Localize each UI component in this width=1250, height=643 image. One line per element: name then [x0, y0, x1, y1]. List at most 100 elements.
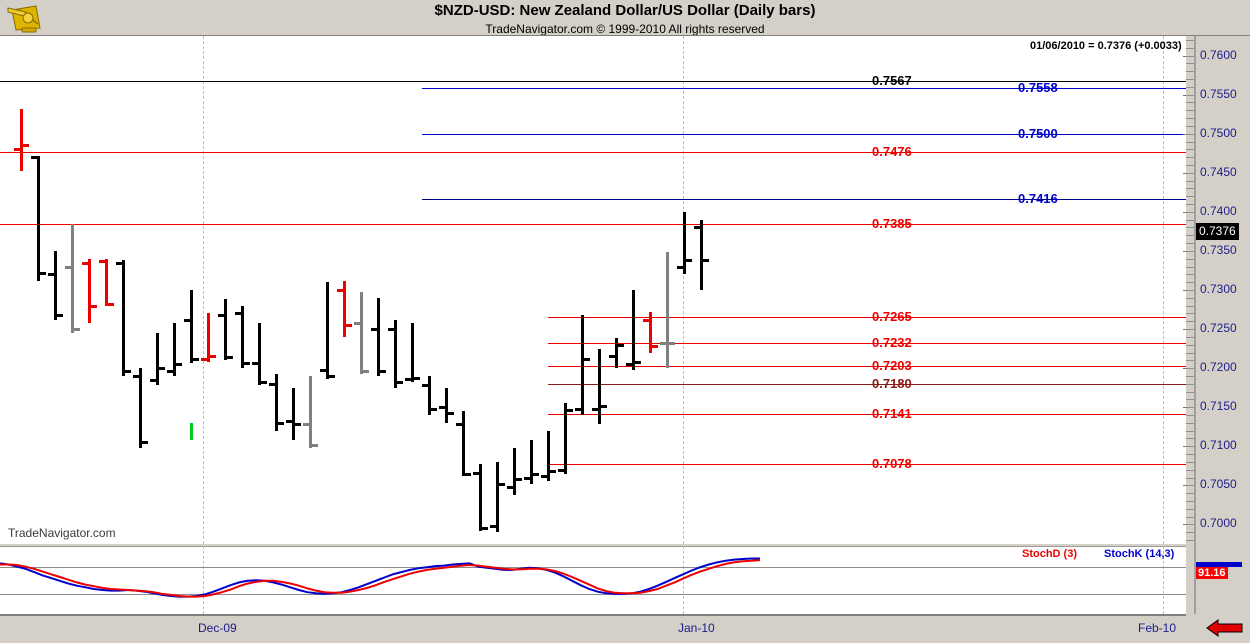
ohlc-bar[interactable] — [309, 375, 312, 448]
ohlc-bar[interactable] — [54, 250, 57, 320]
price-level-label: 0.7476 — [872, 144, 912, 160]
price-axis-minor-tick — [1186, 282, 1194, 283]
ohlc-bar[interactable] — [666, 252, 669, 369]
price-axis-minor-tick — [1186, 392, 1194, 393]
price-axis-minor-tick — [1186, 267, 1194, 268]
ohlc-bar[interactable] — [275, 374, 278, 431]
ohlc-open-tick — [490, 525, 496, 529]
price-chart-pane[interactable] — [0, 36, 1186, 544]
ohlc-bar[interactable] — [224, 299, 227, 361]
ohlc-close-tick — [74, 328, 80, 332]
month-gridline — [683, 36, 684, 544]
price-axis-minor-tick — [1186, 446, 1194, 447]
ohlc-open-tick — [507, 485, 513, 489]
price-level-line[interactable] — [422, 88, 1186, 89]
ohlc-bar[interactable] — [530, 440, 533, 484]
ohlc-bar[interactable] — [411, 322, 414, 383]
ohlc-bar[interactable] — [615, 338, 618, 369]
price-level-line[interactable] — [422, 199, 1186, 200]
ohlc-bar[interactable] — [513, 447, 516, 495]
price-axis-minor-tick — [1186, 407, 1194, 408]
ohlc-bar[interactable] — [258, 322, 261, 386]
ohlc-bar[interactable] — [88, 258, 91, 323]
ohlc-close-tick — [346, 324, 352, 328]
stochastic-current-value: 91.16 — [1196, 567, 1228, 579]
ohlc-bar[interactable] — [122, 260, 125, 376]
ohlc-open-tick — [184, 318, 190, 322]
price-level-line[interactable] — [0, 224, 1186, 225]
ohlc-bar[interactable] — [649, 311, 652, 353]
ohlc-bar[interactable] — [445, 387, 448, 423]
price-axis-minor-tick — [1186, 196, 1194, 197]
ohlc-bar[interactable] — [343, 280, 346, 337]
ohlc-bar[interactable] — [564, 403, 567, 474]
ohlc-bar[interactable] — [139, 368, 142, 448]
ohlc-bar[interactable] — [496, 461, 499, 533]
price-axis-minor-tick — [1186, 368, 1194, 369]
price-axis-minor-tick — [1186, 470, 1194, 471]
level-label-dash — [856, 343, 868, 345]
ohlc-bar[interactable] — [20, 108, 23, 172]
ohlc-bar[interactable] — [292, 387, 295, 441]
ohlc-close-tick — [618, 343, 624, 347]
ohlc-bar[interactable] — [360, 291, 363, 375]
ohlc-bar[interactable] — [37, 155, 40, 281]
ohlc-bar[interactable] — [105, 258, 108, 306]
ohlc-bar[interactable] — [190, 290, 193, 364]
ohlc-close-tick — [295, 423, 301, 427]
price-axis-minor-tick — [1186, 462, 1194, 463]
ohlc-bar[interactable] — [173, 322, 176, 376]
ohlc-bar[interactable] — [462, 411, 465, 476]
ohlc-close-tick — [516, 478, 522, 482]
ohlc-open-tick — [252, 362, 258, 366]
ohlc-bar[interactable] — [428, 375, 431, 416]
month-gridline — [203, 546, 204, 614]
ohlc-bar[interactable] — [479, 463, 482, 531]
month-gridline — [1163, 546, 1164, 614]
ohlc-bar[interactable] — [581, 315, 584, 416]
price-axis-minor-tick — [1186, 337, 1194, 338]
ohlc-bar[interactable] — [700, 219, 703, 290]
price-axis-minor-tick — [1186, 56, 1194, 57]
price-level-line[interactable] — [422, 134, 1186, 135]
price-level-line[interactable] — [0, 152, 1186, 153]
price-axis-minor-tick — [1186, 204, 1194, 205]
price-level-line[interactable] — [0, 81, 1186, 82]
ohlc-bar[interactable] — [394, 319, 397, 388]
ohlc-open-tick — [99, 260, 105, 264]
ohlc-bar[interactable] — [377, 297, 380, 376]
level-label-dash — [856, 414, 868, 416]
ohlc-bar[interactable] — [156, 332, 159, 386]
price-axis-minor-tick — [1186, 517, 1194, 518]
stochastic-pane[interactable] — [0, 546, 1186, 614]
date-axis[interactable]: Dec-09 Jan-10 Feb-10 — [0, 614, 1250, 643]
ohlc-bar[interactable] — [326, 282, 329, 380]
ohlc-bar[interactable] — [71, 223, 74, 333]
ohlc-open-tick — [371, 328, 377, 332]
price-axis[interactable] — [1186, 36, 1250, 614]
price-axis-minor-tick — [1186, 298, 1194, 299]
level-label-dash — [856, 317, 868, 319]
ohlc-open-tick — [65, 265, 71, 269]
ohlc-close-tick — [669, 342, 675, 346]
ohlc-open-tick — [303, 423, 309, 427]
price-axis-minor-tick — [1186, 173, 1194, 174]
month-gridline — [203, 36, 204, 544]
ohlc-open-tick — [14, 148, 20, 152]
ohlc-bar[interactable] — [547, 430, 550, 482]
ohlc-bar[interactable] — [683, 211, 686, 275]
ohlc-bar[interactable] — [598, 348, 601, 425]
ohlc-close-tick — [448, 412, 454, 416]
price-axis-minor-tick — [1186, 493, 1194, 494]
ohlc-bar[interactable] — [241, 305, 244, 369]
watermark: TradeNavigator.com — [8, 526, 116, 540]
price-level-label: 0.7567 — [872, 73, 912, 89]
ohlc-bar[interactable] — [632, 290, 635, 370]
ohlc-bar[interactable] — [207, 313, 210, 362]
ohlc-close-tick — [363, 370, 369, 374]
price-axis-minor-tick — [1186, 126, 1194, 127]
current-price-badge: 0.7376 — [1196, 222, 1239, 240]
price-axis-minor-tick — [1186, 71, 1194, 72]
price-level-line[interactable] — [548, 464, 1186, 465]
ohlc-close-tick — [23, 143, 29, 147]
